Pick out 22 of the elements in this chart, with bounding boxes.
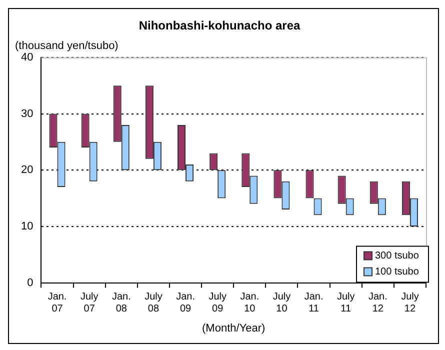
y-tick-label: 0	[27, 276, 34, 289]
x-tick-label: Jan. 12	[368, 292, 388, 315]
y-tick-label: 40	[20, 51, 34, 64]
y-tick-label: 30	[20, 108, 34, 120]
x-tick-label: Jan. 07	[48, 292, 67, 315]
legend-label: 100 tsubo	[375, 266, 420, 278]
x-tick-label: Jan. 09	[176, 292, 195, 315]
x-tick-label: Jan. 08	[112, 292, 131, 315]
x-tick-label: July 07	[80, 292, 98, 315]
legend-label: 300 tsubo	[375, 250, 420, 262]
y-tick-label: 20	[20, 164, 34, 176]
x-tick-label: July 08	[144, 292, 162, 315]
x-tick-label: July 10	[272, 292, 291, 315]
y-tick-label: 10	[20, 220, 34, 232]
x-tick-label: Jan. 11	[304, 292, 324, 315]
x-tick-label: July 12	[401, 292, 419, 315]
chart-title: Nihonbashi-kohunacho area	[138, 18, 300, 33]
x-tick-label: July 09	[208, 292, 226, 315]
x-tick-label: July 11	[336, 292, 355, 315]
x-tick-label: Jan. 10	[240, 292, 260, 315]
y-axis-title: (thousand yen/tsubo)	[15, 40, 118, 52]
x-axis-title: (Month/Year)	[202, 322, 266, 334]
